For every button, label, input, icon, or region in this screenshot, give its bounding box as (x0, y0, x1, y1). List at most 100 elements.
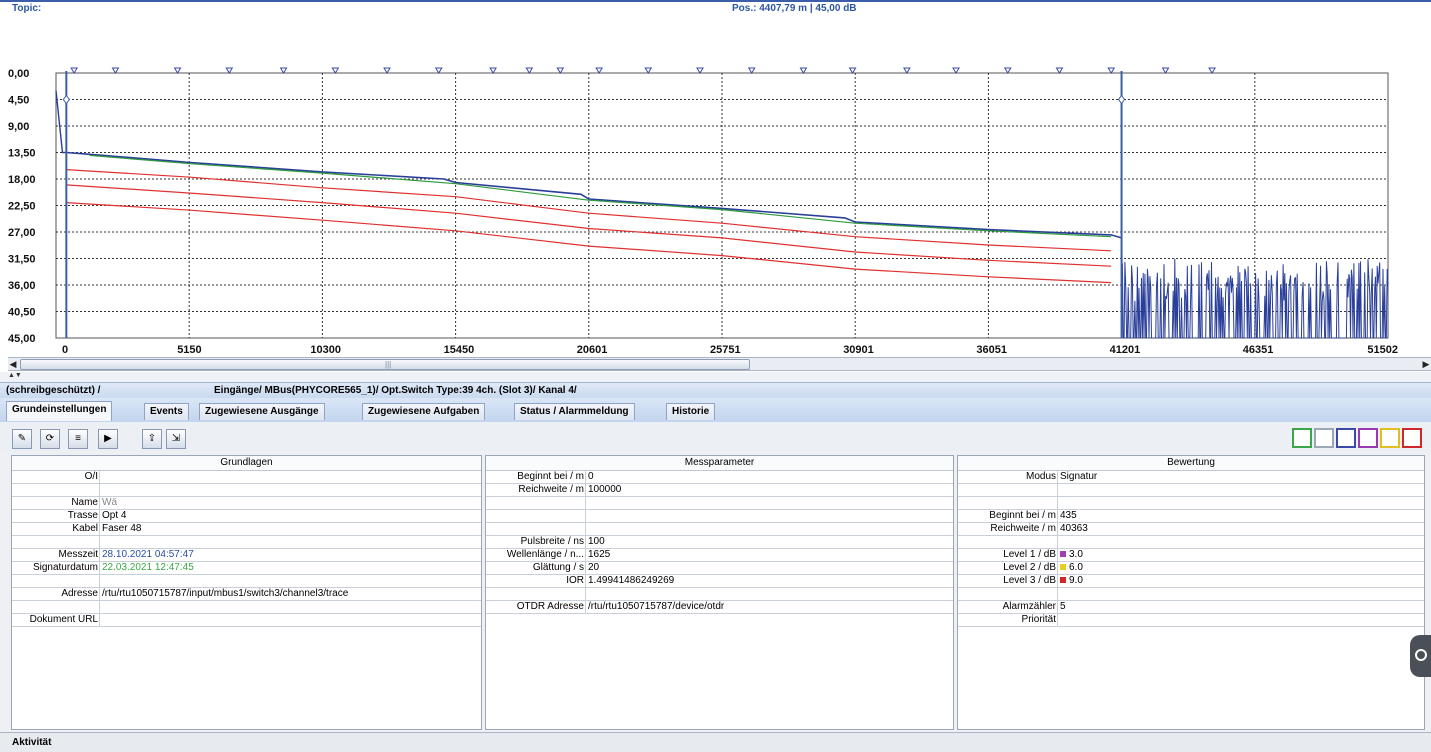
messparameter-row (486, 588, 953, 601)
bewertung-row-value[interactable]: 9.0 (1058, 575, 1083, 587)
tab-historie[interactable]: Historie (666, 403, 716, 420)
messparameter-row-value[interactable]: 100 (588, 536, 605, 547)
grundlagen-row-value[interactable] (100, 601, 102, 613)
event-marker-icon (696, 67, 704, 74)
color-box-purple[interactable] (1358, 428, 1378, 448)
color-box-blue[interactable] (1336, 428, 1356, 448)
messparameter-row-value[interactable] (586, 510, 588, 522)
bewertung-row-value[interactable]: Signatur (1060, 471, 1098, 482)
bewertung-row-value[interactable] (1058, 536, 1060, 548)
splitter-arrows-icon[interactable]: ▲▼ (8, 372, 22, 379)
refresh-icon[interactable]: ⟳ (40, 429, 60, 449)
messparameter-row: IOR 1.49941486249269 (486, 575, 953, 588)
toolbar: ✎ ⟳ ≡ ▶ ⇪ ⇲ (0, 422, 1431, 453)
bewertung-row-label: Modus (958, 471, 1058, 483)
otdr-trace-svg[interactable]: 0,00 4,50 9,00 13,50 18,00 22,50 27,00 31,50 36,… (0, 60, 1431, 360)
color-box-red[interactable] (1402, 428, 1422, 448)
grundlagen-row-value[interactable]: Wä (102, 497, 117, 508)
bewertung-row-value[interactable] (1058, 497, 1060, 509)
bewertung-row-value[interactable]: 3.0 (1058, 549, 1083, 561)
series-line (66, 151, 1122, 239)
messparameter-row: Reichweite / m 100000 (486, 484, 953, 497)
bewertung-row-value[interactable]: 6.0 (1058, 562, 1083, 574)
messparameter-rows: Beginnt bei / m 0 Reichweite / m 100000 Puls… (486, 471, 953, 614)
messparameter-row-value[interactable]: 100000 (588, 484, 622, 495)
grundlagen-row-value[interactable]: /rtu/rtu1050715787/input/mbus1/switch3/c… (102, 588, 349, 599)
color-box-grey[interactable] (1314, 428, 1334, 448)
bewertung-row-value[interactable]: 40363 (1060, 523, 1088, 534)
messparameter-row: Pulsbreite / ns 100 (486, 536, 953, 549)
bewertung-row: Reichweite / m 40363 (958, 523, 1424, 536)
details-area: Grundlagen O/I Name Wä Trasse Opt 4 Kabel Fase… (0, 452, 1431, 732)
grundlagen-row-label: Dokument URL (12, 614, 100, 626)
grundlagen-row-value[interactable]: Faser 48 (102, 523, 142, 534)
messparameter-row-value[interactable] (586, 497, 588, 509)
grundlagen-row-value[interactable] (100, 471, 102, 483)
messparameter-row-value[interactable]: /rtu/rtu1050715787/device/otdr (588, 601, 725, 612)
tab-zugewiesene-ausgaenge[interactable]: Zugewiesene Ausgänge (199, 403, 325, 420)
messparameter-row-value[interactable]: 1.49941486249269 (588, 575, 675, 586)
grundlagen-row (12, 484, 481, 497)
otdr-chart[interactable]: 0,00 4,50 9,00 13,50 18,00 22,50 27,00 31,50 36,… (0, 60, 1431, 360)
y-tick-label: 40,50 (8, 307, 36, 319)
color-box-yellow[interactable] (1380, 428, 1400, 448)
info-bar: (schreibgeschützt) / Eingänge/ MBus(PHYC… (0, 382, 1431, 399)
event-marker-icon (1161, 67, 1170, 74)
y-tick-label: 0,00 (8, 68, 29, 80)
x-tick-label: 36051 (976, 344, 1007, 356)
bewertung-row (958, 588, 1424, 601)
color-box-green[interactable] (1292, 428, 1312, 448)
event-marker-icon (383, 67, 391, 74)
messparameter-row-value[interactable] (586, 588, 588, 600)
side-panel-handle[interactable] (1410, 635, 1431, 677)
y-tick-label: 31,50 (8, 254, 36, 266)
activity-label: Aktivität (12, 737, 52, 748)
tab-zugewiesene-aufgaben[interactable]: Zugewiesene Aufgaben (362, 403, 486, 420)
y-tick-label: 4,50 (8, 95, 29, 107)
grundlagen-row-value[interactable]: 22.03.2021 12:47:45 (102, 562, 194, 573)
bewertung-row: Modus Signatur (958, 471, 1424, 484)
event-marker-icon (1003, 67, 1012, 74)
bewertung-rows: Modus Signatur Beginnt bei / m 435 Reichweit… (958, 471, 1424, 627)
topic-bar: Topic: Pos.: 4407,79 m | 45,00 dB (0, 0, 1431, 16)
event-marker-icon (173, 67, 182, 74)
select-icon[interactable]: ⇲ (166, 429, 186, 449)
scroll-left-icon[interactable]: ◀ (9, 359, 17, 369)
play-icon[interactable]: ▶ (98, 429, 118, 449)
tab-status-alarmmeldung[interactable]: Status / Alarmmeldung (514, 403, 635, 420)
grundlagen-row-value[interactable]: 28.10.2021 04:57:47 (102, 549, 194, 560)
grundlagen-row: Trasse Opt 4 (12, 510, 481, 523)
messparameter-row-value[interactable] (586, 523, 588, 535)
edit-icon[interactable]: ✎ (12, 429, 32, 449)
grundlagen-row-value[interactable]: Opt 4 (102, 510, 127, 521)
event-marker-icon (556, 67, 565, 74)
grundlagen-rows: O/I Name Wä Trasse Opt 4 Kabel Faser 48 Messzei… (12, 471, 481, 627)
bewertung-row-label: Alarmzähler (958, 601, 1058, 613)
grundlagen-row-value[interactable] (100, 575, 102, 587)
bewertung-row-value[interactable] (1058, 614, 1060, 626)
x-tick-label: 15450 (444, 344, 475, 356)
tab-events[interactable]: Events (144, 403, 189, 420)
event-marker-icon (279, 67, 288, 74)
messparameter-row-value[interactable]: 0 (588, 471, 594, 482)
messparameter-row-value[interactable]: 1625 (588, 549, 611, 560)
bewertung-row-label: Level 2 / dB (958, 562, 1058, 574)
grundlagen-row-value[interactable] (100, 536, 102, 548)
scroll-right-icon[interactable]: ▶ (1422, 359, 1430, 369)
bewertung-row-value[interactable] (1058, 588, 1060, 600)
messparameter-row: OTDR Adresse/rtu/rtu1050715787/device/ot… (486, 601, 953, 614)
messparameter-row-value[interactable]: 20 (588, 562, 600, 573)
grundlagen-row-value[interactable] (100, 614, 102, 626)
list-icon[interactable]: ≡ (68, 429, 88, 449)
tab-grundeinstellungen[interactable]: Grundeinstellungen (6, 401, 113, 421)
event-marker-icon (331, 67, 340, 74)
grundlagen-row-value[interactable] (100, 484, 102, 496)
splitter[interactable]: ▲▼ (0, 372, 1431, 382)
grundlagen-row: Messzeit 28.10.2021 04:57:47 (12, 549, 481, 562)
bewertung-row-value[interactable]: 435 (1060, 510, 1077, 521)
bewertung-row-value[interactable]: 5 (1060, 601, 1066, 612)
scrollbar-thumb[interactable]: ||| (20, 359, 750, 370)
export-icon[interactable]: ⇪ (142, 429, 162, 449)
chart-scrollbar[interactable]: ◀ ||| ▶ (8, 357, 1431, 371)
bewertung-row-value[interactable] (1058, 484, 1060, 496)
